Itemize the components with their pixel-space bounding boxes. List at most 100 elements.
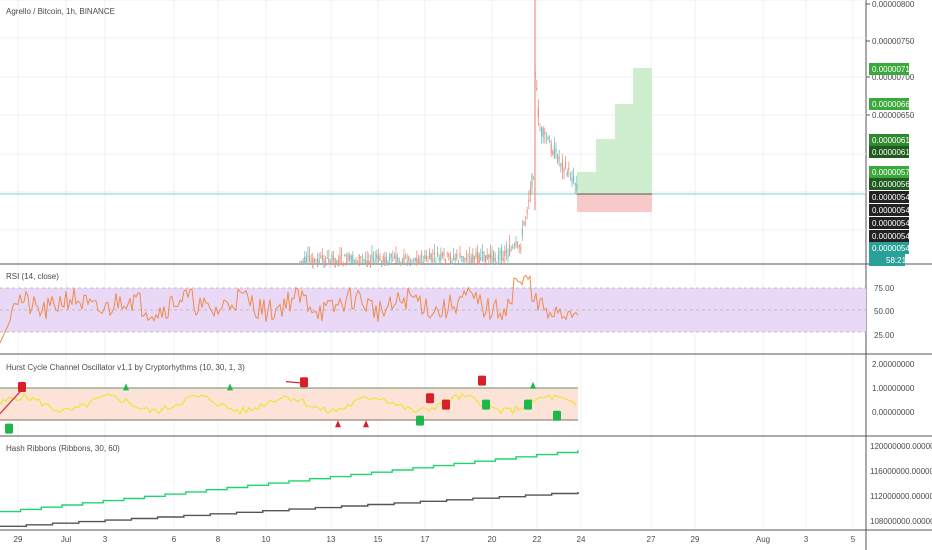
time-axis-label: Aug xyxy=(756,535,770,544)
candle-body xyxy=(312,257,314,269)
rsi-axis-label: 75.00 xyxy=(874,284,895,293)
candle-body xyxy=(446,253,448,255)
signal-marker[interactable] xyxy=(524,399,532,410)
candle-body xyxy=(365,260,367,263)
price-marker-label: 0.00000711 xyxy=(872,65,914,74)
time-axis-label: 3 xyxy=(103,535,108,544)
candle-body xyxy=(550,142,552,154)
candle-body xyxy=(413,263,415,265)
candle-body xyxy=(374,259,376,261)
axis-tick-label: 0.00000700 xyxy=(872,73,915,82)
signal-badge xyxy=(524,399,532,410)
candle-body xyxy=(430,253,432,262)
candle-body xyxy=(395,254,397,264)
stop-loss-zone[interactable] xyxy=(577,194,652,212)
rsi-pane[interactable] xyxy=(0,274,866,344)
candle-body xyxy=(401,258,403,265)
candle-body xyxy=(539,129,541,131)
signal-marker[interactable] xyxy=(478,375,486,386)
rsi-title: RSI (14, close) xyxy=(6,272,59,281)
candle-body xyxy=(573,175,575,182)
time-axis-label: 29 xyxy=(691,535,700,544)
signal-marker[interactable] xyxy=(300,377,308,388)
candle-body xyxy=(481,251,483,254)
candle-body xyxy=(544,131,546,135)
signal-triangle xyxy=(123,383,129,391)
candle-body xyxy=(397,256,399,261)
time-axis-label: 5 xyxy=(851,535,856,544)
candle-body xyxy=(429,252,431,260)
candle-body xyxy=(547,136,549,140)
candle-body xyxy=(478,254,480,265)
signal-triangle xyxy=(335,420,341,428)
candle-body xyxy=(417,258,419,265)
candle-body xyxy=(350,255,352,266)
price-marker: 0.00000546 xyxy=(869,217,915,229)
hash-axis-label: 112000000.00000000 xyxy=(870,492,932,501)
take-profit-zone[interactable] xyxy=(577,68,652,194)
candle-body xyxy=(376,254,378,259)
signal-marker[interactable] xyxy=(482,399,490,410)
hurst-oscillator-line xyxy=(0,392,577,415)
signal-marker[interactable] xyxy=(442,399,450,410)
price-marker-box xyxy=(869,146,909,158)
hash-ribbon-slow xyxy=(0,492,579,527)
candle-body xyxy=(334,258,336,268)
signal-marker[interactable] xyxy=(5,423,13,434)
candle-body xyxy=(529,188,531,196)
price-marker-label: 0.00000545 xyxy=(872,244,915,253)
candle-body xyxy=(526,210,528,213)
hash-ribbons-pane[interactable] xyxy=(0,450,579,527)
candle-body xyxy=(568,168,570,171)
time-axis-label: 3 xyxy=(804,535,809,544)
candle-body xyxy=(326,257,328,259)
price-marker: 0.00000546 xyxy=(869,204,915,216)
candle-body xyxy=(337,260,339,267)
signal-marker[interactable] xyxy=(416,415,424,426)
candle-body xyxy=(561,160,563,170)
candle-body xyxy=(486,254,488,260)
signal-badge xyxy=(442,399,450,410)
candle-body xyxy=(477,251,479,266)
candle-body xyxy=(302,260,304,264)
candle-body xyxy=(357,262,359,264)
candle-body xyxy=(521,228,523,236)
right-price-axis: 0.00000800 0.00000750 0.00000700 0.00000650… xyxy=(866,0,932,526)
price-marker: 0.00000545 xyxy=(869,242,915,254)
rsi-axis-label: 25.00 xyxy=(874,331,895,340)
main-price-pane[interactable] xyxy=(0,0,866,269)
candle-body xyxy=(462,256,464,262)
signal-marker[interactable] xyxy=(553,410,561,421)
candle-body xyxy=(448,253,450,257)
candle-body xyxy=(566,171,568,176)
signal-badge xyxy=(300,377,308,388)
candle-body xyxy=(310,260,312,263)
candle-body xyxy=(505,249,507,254)
candle-body xyxy=(400,265,402,267)
candle-body xyxy=(352,255,354,263)
candle-body xyxy=(497,255,499,261)
candle-body xyxy=(349,254,351,259)
candle-body xyxy=(377,255,379,263)
candle-body xyxy=(504,250,506,256)
axis-tick-label: 0.00000650 xyxy=(872,111,915,120)
candle-body xyxy=(361,259,363,260)
candle-body xyxy=(453,255,455,259)
signal-marker[interactable] xyxy=(426,393,434,404)
candle-body xyxy=(470,257,472,264)
candle-body xyxy=(424,254,426,259)
candle-body xyxy=(523,221,525,225)
price-marker-box xyxy=(869,166,909,178)
candle-body xyxy=(456,253,458,259)
hurst-pane[interactable] xyxy=(0,375,578,434)
candle-body xyxy=(419,257,421,266)
candle-body xyxy=(381,260,383,267)
hurst-axis-label: 2.00000000 xyxy=(872,360,915,369)
candle-body xyxy=(329,266,331,268)
candle-body xyxy=(379,256,381,261)
candle-body xyxy=(510,249,512,251)
candle-body xyxy=(317,257,319,268)
candle-body xyxy=(433,252,435,255)
signal-marker[interactable] xyxy=(18,382,26,392)
